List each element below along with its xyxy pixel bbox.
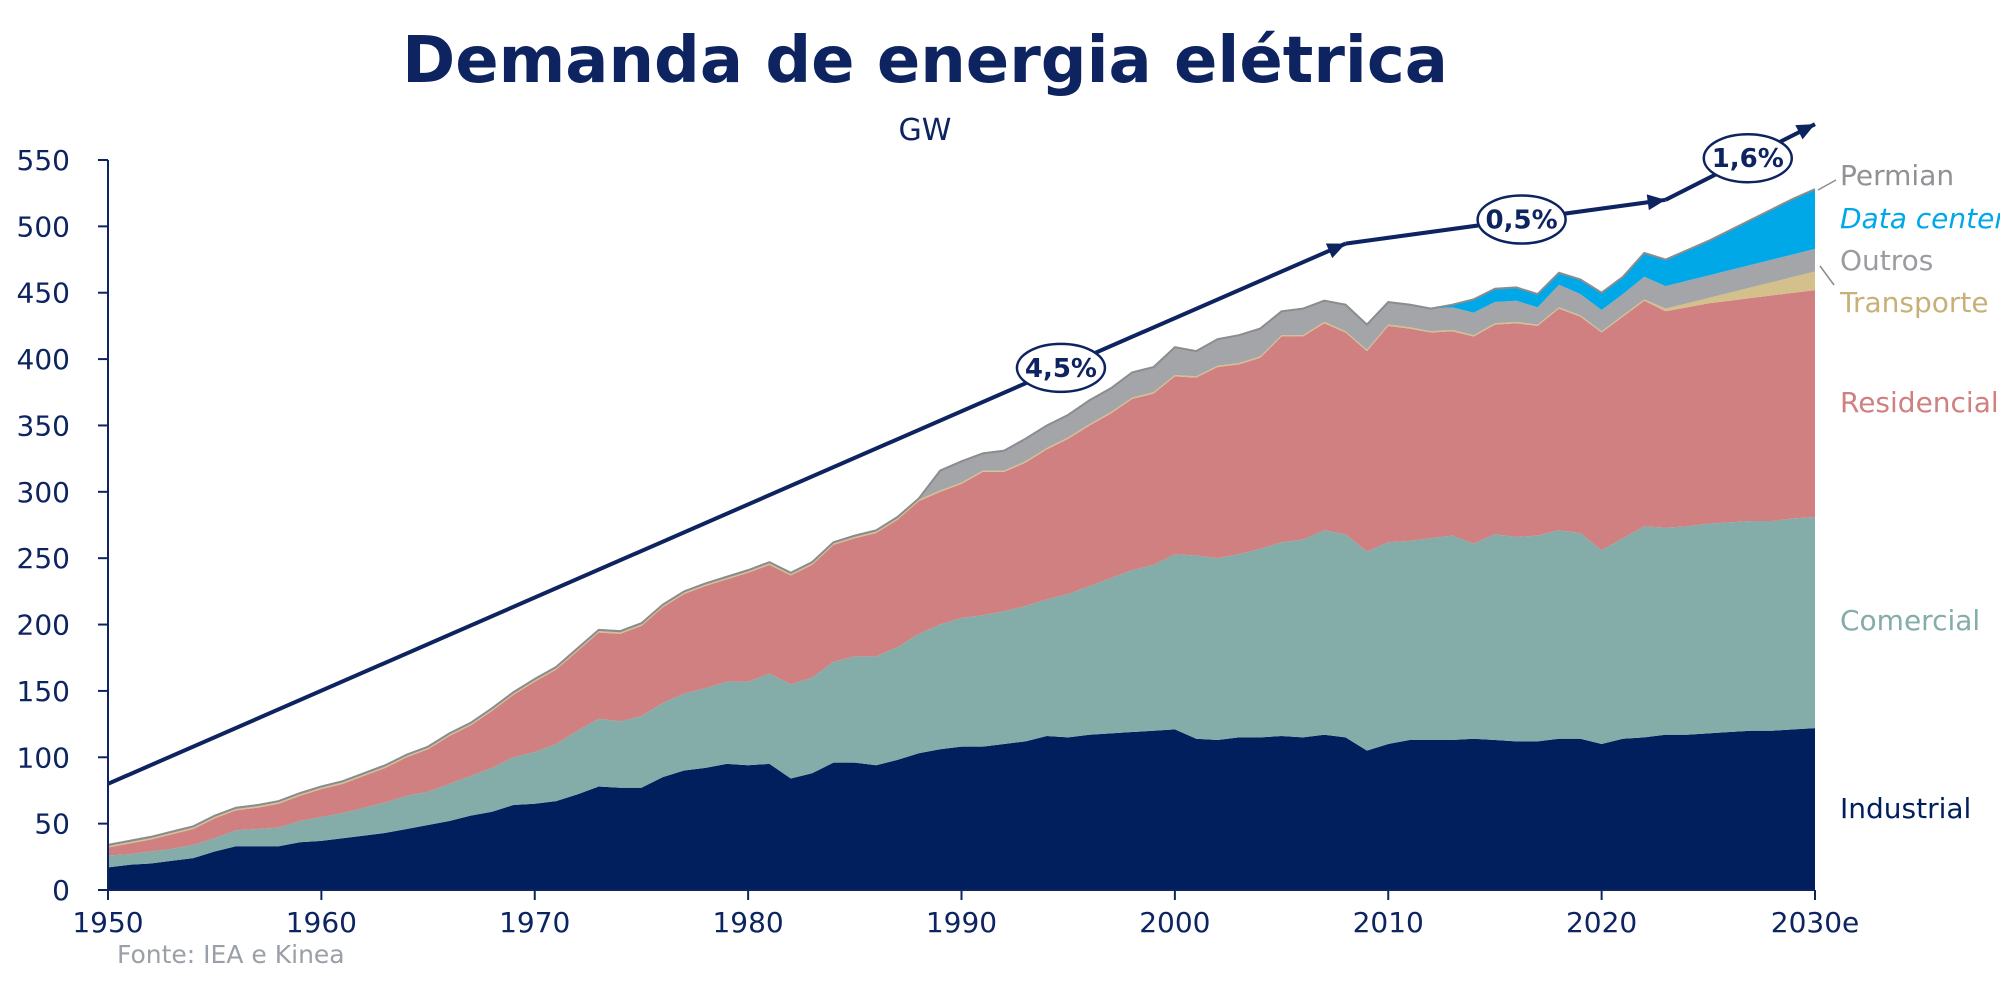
series-label-residencial: Residencial (1840, 386, 1999, 419)
chart-subtitle: GW (899, 113, 952, 148)
area-permian-edge (107, 188, 1816, 846)
x-tick-label: 1980 (712, 906, 783, 939)
growth-arrow-line (107, 241, 1347, 786)
x-tick-label: 2020 (1566, 906, 1637, 939)
x-tick-label: 1990 (926, 906, 997, 939)
growth-arrows: 4,5% 0,5% 1,6% (107, 122, 1816, 786)
growth-arrow-head (1795, 124, 1815, 140)
y-tick-label: 100 (17, 741, 70, 774)
transporte-leader-line (1819, 265, 1835, 286)
area-industrial (108, 728, 1815, 890)
y-tick-label: 200 (17, 609, 70, 642)
y-tick-label: 450 (17, 277, 70, 310)
growth-arrow-head (1646, 194, 1666, 211)
y-tick-label: 350 (17, 409, 70, 442)
x-tick-label: 2000 (1139, 906, 1210, 939)
area-data-center (108, 189, 1815, 845)
series-label-outros: Outros (1840, 244, 1933, 277)
area-series-group (107, 188, 1816, 890)
area-residencial (108, 290, 1815, 856)
series-labels: Permian Data center Outros Transporte Reside… (1817, 159, 2000, 825)
growth-rate-label: 4,5% (1025, 354, 1097, 384)
permian-leader-line (1817, 179, 1837, 191)
y-tick-label: 0 (52, 874, 70, 907)
growth-rate-bubble (1015, 342, 1107, 394)
series-label-permian: Permian (1840, 159, 1954, 192)
x-tick-label: 1950 (72, 906, 143, 939)
growth-rate-bubble (1476, 194, 1567, 245)
x-tick-label: 2030e (1771, 906, 1859, 939)
series-label-comercial: Comercial (1840, 604, 1980, 637)
y-tick-label: 400 (17, 343, 70, 376)
y-tick-label: 550 (17, 144, 70, 177)
y-tick-label: 50 (34, 808, 70, 841)
series-label-data-center: Data center (1840, 202, 2000, 235)
y-tick-label: 300 (17, 476, 70, 509)
y-tick-label: 500 (17, 210, 70, 243)
growth-rate-label: 1,6% (1712, 144, 1784, 174)
series-label-industrial: Industrial (1840, 792, 1971, 825)
source-note: Fonte: IEA e Kinea (117, 940, 345, 969)
growth-arrow-head (1325, 243, 1346, 259)
x-tick-label: 1960 (286, 906, 357, 939)
growth-rate-bubble (1702, 132, 1794, 184)
x-tick-label: 2010 (1353, 906, 1424, 939)
chart-title: Demanda de energia elétrica (402, 24, 1448, 98)
series-label-transporte: Transporte (1839, 286, 1989, 319)
y-tick-label: 250 (17, 542, 70, 575)
y-tick-labels: 0 50 100 150 200 250 300 350 400 450 500 550 (17, 144, 108, 907)
x-tick-labels: 1950 1960 1970 1980 1990 2000 2010 2020 2030e (72, 890, 1859, 939)
growth-rate-label: 0,5% (1486, 206, 1558, 236)
area-comercial (108, 517, 1815, 868)
y-tick-label: 150 (17, 675, 70, 708)
x-tick-label: 1970 (499, 906, 570, 939)
